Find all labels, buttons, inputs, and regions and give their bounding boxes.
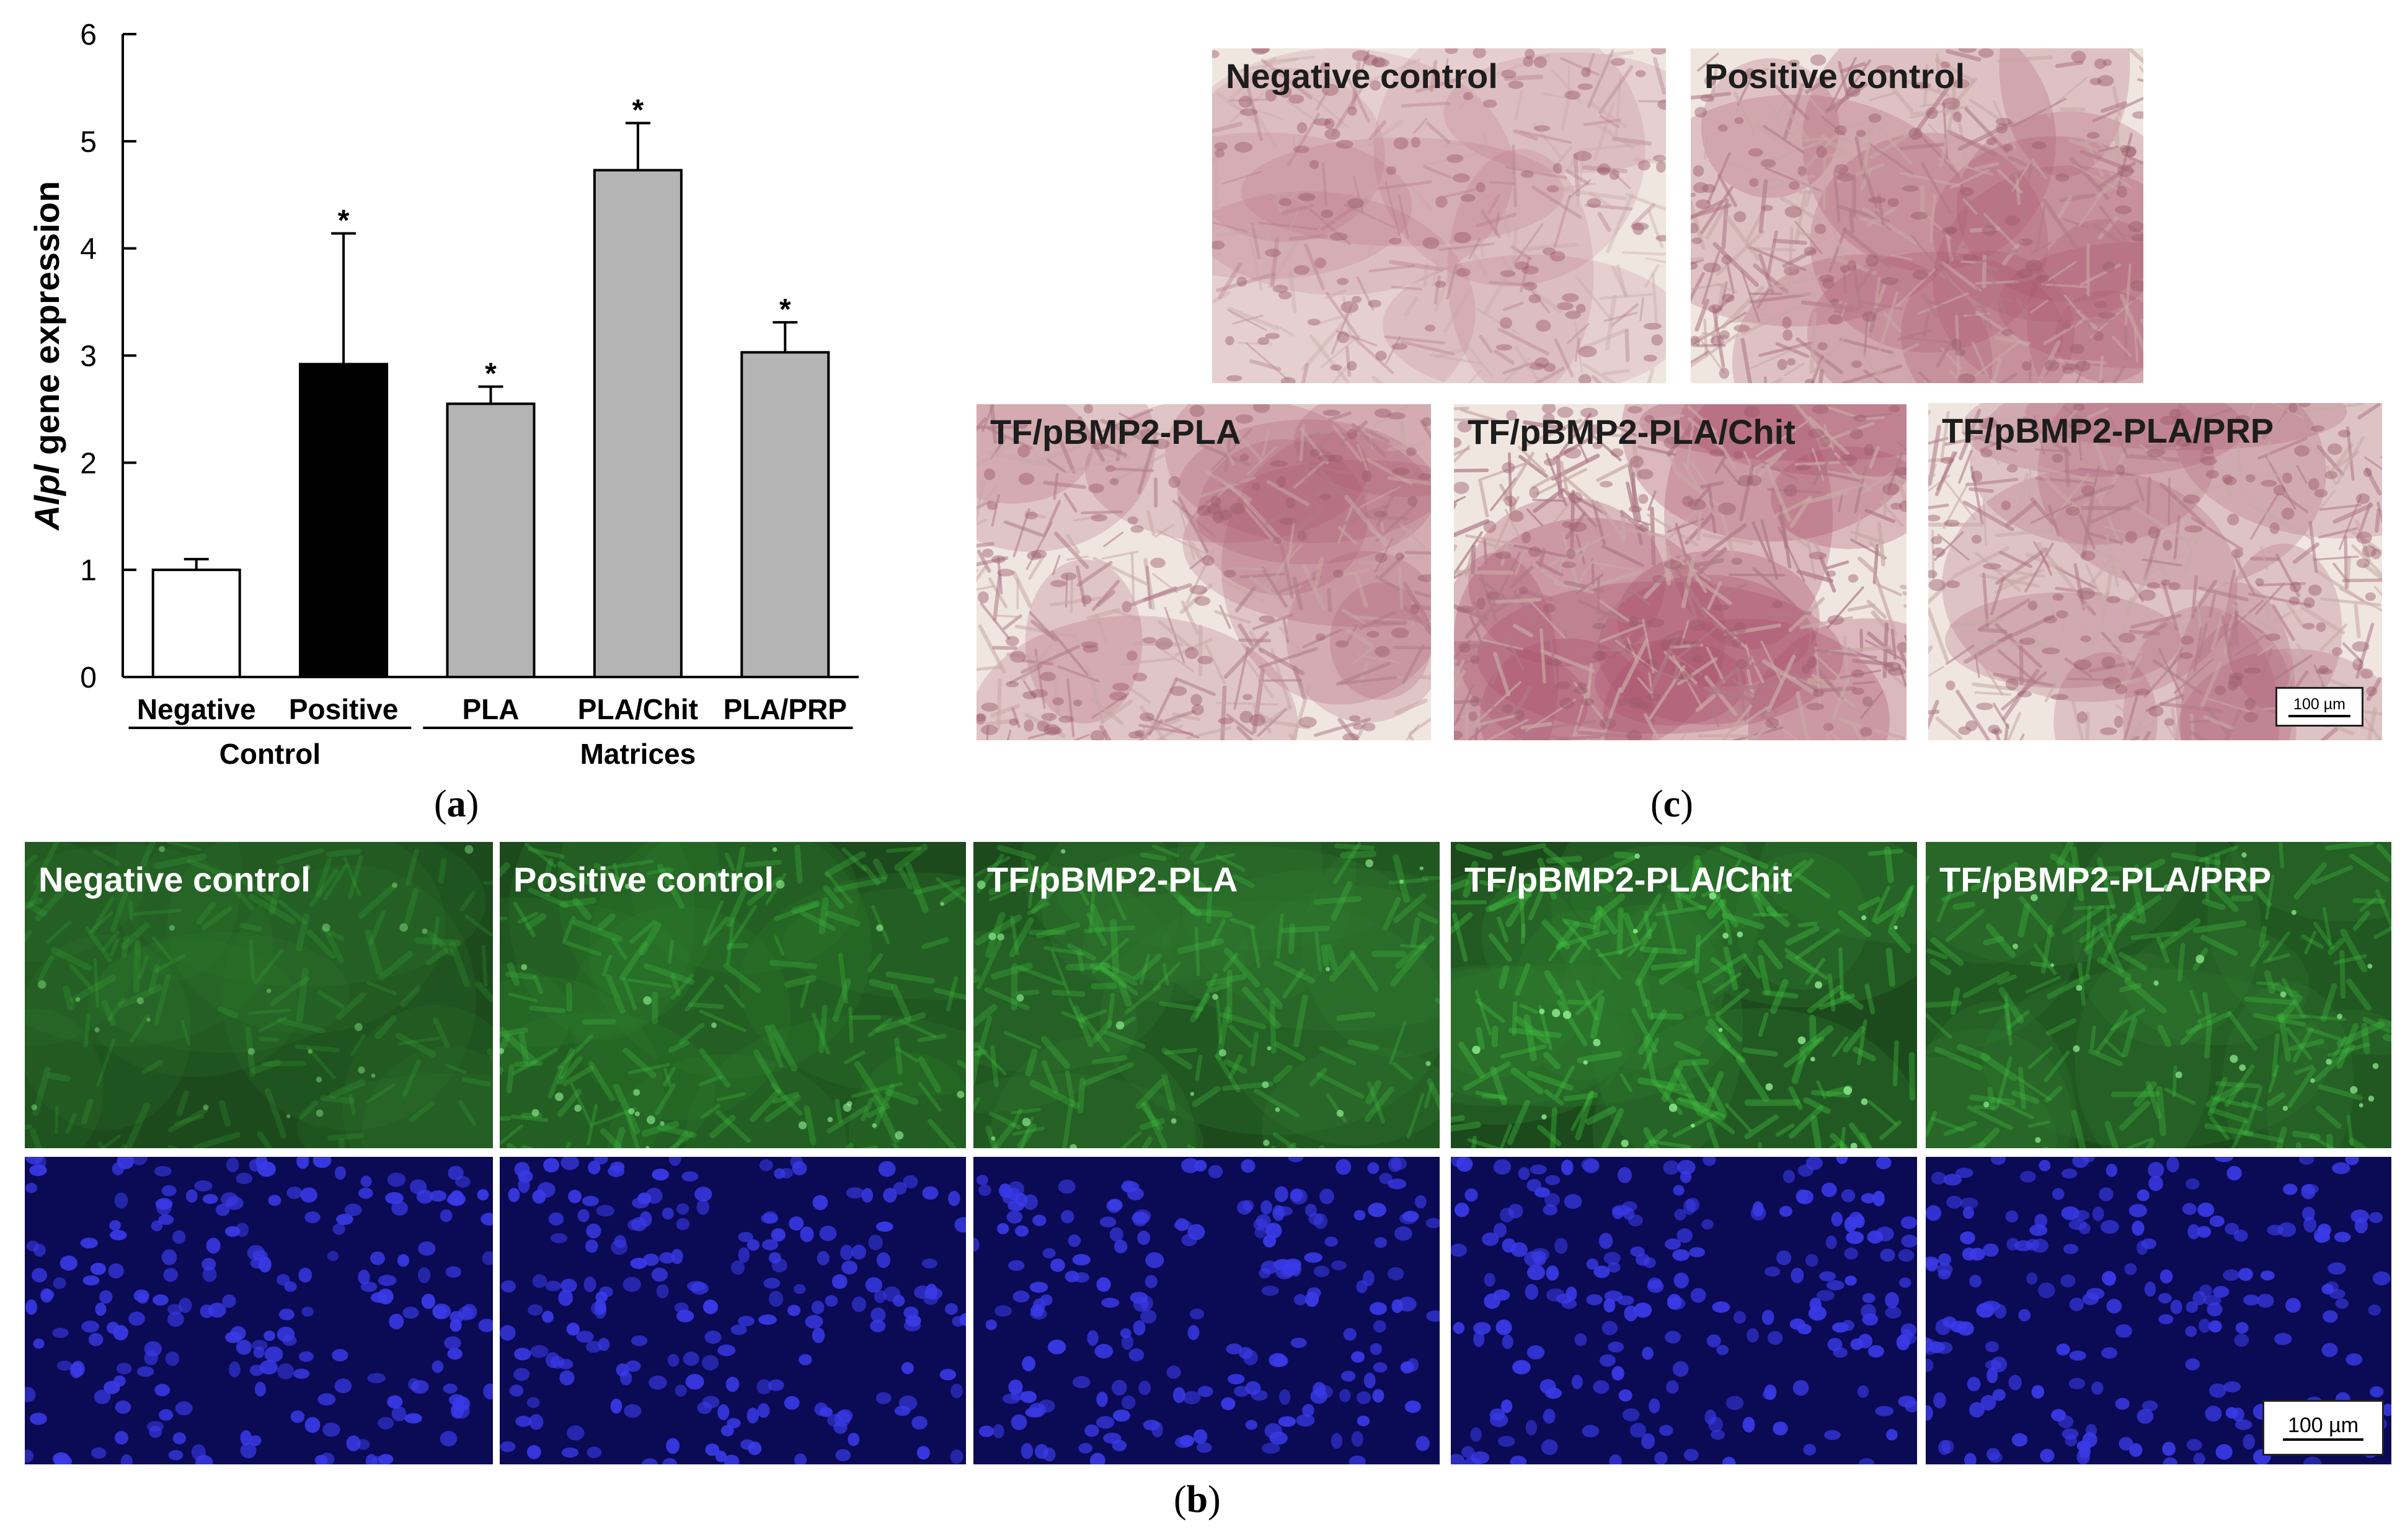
micrograph-texture [1926, 1157, 2391, 1464]
y-tick-label: 1 [80, 554, 97, 587]
scale-bar: 100 µm [2262, 1400, 2384, 1456]
y-tick-label: 4 [80, 233, 97, 266]
bar-positive [299, 363, 389, 678]
alpl-expression-bar-chart: 0 1 2 3 4 5 6 Alpl gene expression Negative * Posi… [27, 19, 859, 770]
micrograph-texture [1454, 404, 1907, 740]
histology-image-positive-control: Positive control [1691, 48, 2143, 383]
micrograph-texture [500, 1157, 966, 1464]
micrograph-texture [1691, 48, 2143, 383]
fluorescence-green-tf-pbmp2-pla-prp: TF/pBMP2-PLA/PRP [1926, 842, 2391, 1148]
histology-image-tf-pbmp2-pla-chit: TF/pBMP2-PLA/Chit [1454, 404, 1907, 740]
y-tick-label: 3 [80, 340, 97, 373]
y-axis-label: Alpl gene expression [27, 181, 66, 531]
panel-label-c: (c) [1650, 783, 1693, 825]
x-tick-label: Negative [137, 693, 256, 725]
scale-bar: 100 µm [2275, 687, 2363, 727]
scale-bar-line [2283, 1438, 2363, 1441]
micrograph-texture [1928, 403, 2382, 740]
micrograph-texture [1451, 1157, 1917, 1464]
histology-image-negative-control: Negative control [1212, 48, 1666, 383]
histology-image-tf-pbmp2-pla: TF/pBMP2-PLA [977, 404, 1431, 740]
micrograph-texture [1451, 842, 1917, 1148]
group-label: Control [219, 738, 321, 770]
group-label: Matrices [580, 738, 696, 770]
micrograph-texture [1926, 842, 2391, 1148]
image-label: TF/pBMP2-PLA/Chit [1464, 860, 1792, 899]
fluorescence-dapi-positive-control [500, 1157, 966, 1464]
panel-label-b: (b) [1174, 1479, 1221, 1521]
fluorescence-dapi-tf-pbmp2-pla-chit [1451, 1157, 1917, 1464]
bar-negative [151, 569, 241, 679]
micrograph-texture [977, 404, 1431, 740]
significance-marker: * [779, 293, 791, 326]
image-label: TF/pBMP2-PLA/PRP [1942, 411, 2274, 450]
fluorescence-dapi-tf-pbmp2-pla-prp: 100 µm [1926, 1157, 2391, 1464]
fluorescence-green-negative-control: Negative control [25, 842, 493, 1148]
scale-bar-label: 100 µm [2293, 695, 2345, 713]
fluorescence-green-tf-pbmp2-pla-chit: TF/pBMP2-PLA/Chit [1451, 842, 1917, 1148]
bar-pla-prp [740, 351, 830, 678]
image-label: Positive control [1704, 56, 1965, 95]
image-label: Negative control [38, 860, 311, 899]
x-tick-label: PLA/Chit [578, 693, 698, 725]
image-label: TF/pBMP2-PLA/PRP [1939, 860, 2272, 899]
image-label: TF/pBMP2-PLA [990, 412, 1241, 451]
bar-pla-chit [593, 169, 683, 678]
scale-bar-line [2288, 714, 2350, 717]
panel-label-a: (a) [434, 783, 479, 825]
y-tick-label: 5 [80, 126, 97, 159]
y-tick-label: 0 [80, 662, 97, 694]
image-label: Negative control [1226, 56, 1498, 95]
bar-pla [446, 402, 536, 679]
significance-marker: * [485, 358, 497, 391]
micrograph-texture [1212, 48, 1666, 383]
histology-image-tf-pbmp2-pla-prp: TF/pBMP2-PLA/PRP 100 µm [1928, 403, 2382, 740]
micrograph-texture [500, 842, 966, 1148]
x-tick-label: PLA/PRP [724, 693, 847, 725]
significance-marker: * [632, 94, 644, 126]
micrograph-texture [973, 842, 1440, 1148]
significance-marker: * [338, 204, 350, 237]
chart-axes: 0 1 2 3 4 5 6 [80, 19, 859, 694]
image-label: Positive control [513, 860, 774, 899]
micrograph-texture [25, 842, 493, 1148]
fluorescence-dapi-tf-pbmp2-pla [973, 1157, 1440, 1464]
y-tick-label: 6 [80, 19, 97, 51]
image-label: TF/pBMP2-PLA [987, 860, 1238, 899]
fluorescence-dapi-negative-control [25, 1157, 493, 1464]
fluorescence-green-tf-pbmp2-pla: TF/pBMP2-PLA [973, 842, 1440, 1148]
y-tick-label: 2 [80, 447, 97, 480]
x-tick-label: PLA [463, 693, 520, 725]
x-tick-label: Positive [289, 693, 398, 725]
fluorescence-green-positive-control: Positive control [500, 842, 966, 1148]
micrograph-texture [973, 1157, 1440, 1464]
scale-bar-label: 100 µm [2287, 1414, 2359, 1437]
micrograph-texture [25, 1157, 493, 1464]
image-label: TF/pBMP2-PLA/Chit [1468, 412, 1796, 451]
